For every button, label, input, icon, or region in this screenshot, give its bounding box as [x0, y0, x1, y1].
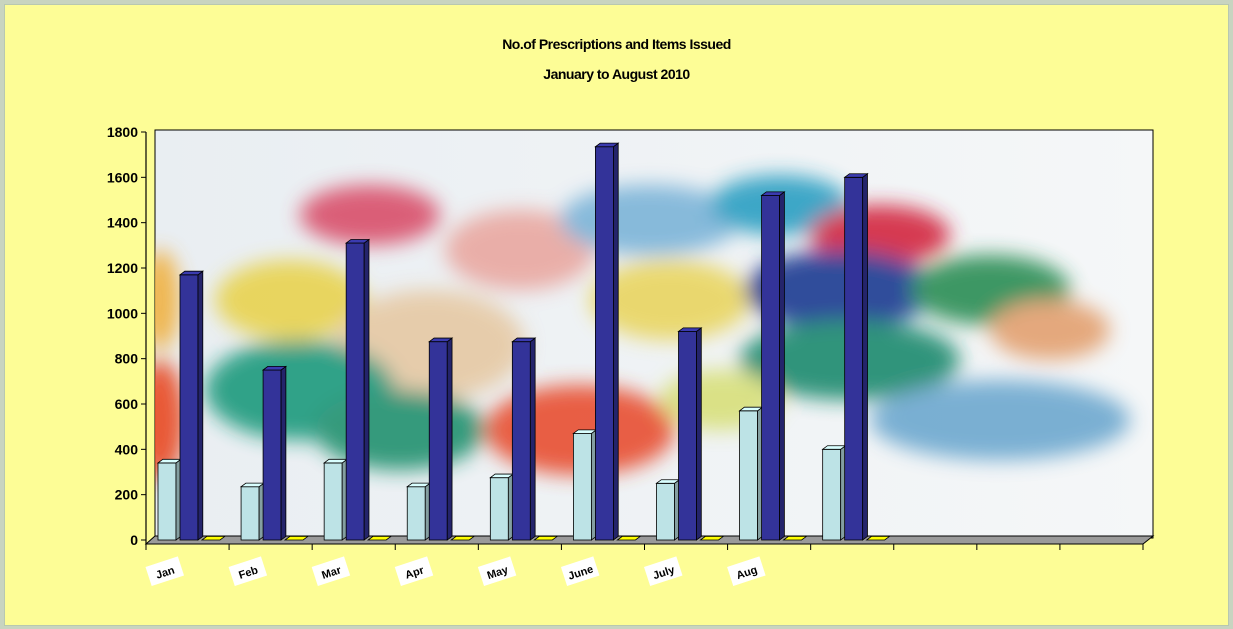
- bar: [366, 536, 393, 541]
- bar: [865, 536, 891, 541]
- bar: [322, 458, 349, 541]
- svg-text:Feb: Feb: [237, 564, 260, 582]
- x-category-label: Jan: [145, 556, 185, 586]
- bar: [738, 406, 764, 541]
- bar: [843, 172, 869, 541]
- bar: [239, 482, 266, 541]
- bar: [677, 327, 703, 541]
- y-axis-ticks: 0 200 400 600 800 1000 1200 1400 1600 1800: [107, 124, 146, 548]
- y-tick-label: 1600: [107, 169, 138, 185]
- bar: [511, 337, 537, 541]
- x-axis-ticks: [145, 544, 1144, 550]
- svg-text:Jan: Jan: [155, 564, 177, 581]
- bar: [156, 458, 183, 541]
- y-tick-label: 800: [115, 351, 139, 367]
- x-category-label: Feb: [228, 556, 268, 586]
- y-tick-label: 400: [115, 441, 139, 457]
- x-category-label: July: [644, 556, 683, 586]
- bar: [283, 536, 310, 541]
- bar: [572, 429, 598, 541]
- y-tick-label: 200: [115, 487, 139, 503]
- bar: [489, 473, 515, 541]
- x-category-label: Apr: [394, 556, 434, 586]
- bar: [699, 536, 725, 541]
- y-tick-label: 1800: [107, 124, 138, 140]
- svg-text:Mar: Mar: [320, 564, 343, 582]
- y-tick-label: 1400: [107, 215, 138, 231]
- bar: [594, 142, 620, 541]
- bar: [533, 536, 559, 541]
- bar: [344, 238, 371, 541]
- x-category-label: Mar: [311, 556, 351, 586]
- bar: [655, 478, 681, 541]
- y-tick-label: 600: [115, 396, 139, 412]
- x-category-label: June: [560, 556, 600, 586]
- svg-text:Apr: Apr: [404, 564, 426, 581]
- bar: [178, 270, 205, 541]
- bar: [200, 536, 227, 541]
- x-axis-labels: Jan Feb Mar Apr May June July Aug: [145, 556, 766, 586]
- bar: [261, 365, 288, 541]
- bar: [760, 191, 786, 541]
- y-tick-label: 1200: [107, 260, 138, 276]
- bar: [616, 536, 642, 541]
- bar: [782, 536, 808, 541]
- bar: [821, 444, 847, 541]
- bar: [428, 337, 454, 541]
- x-category-label: Aug: [727, 556, 766, 586]
- y-tick-label: 0: [130, 532, 138, 548]
- bar: [406, 482, 432, 541]
- chart-title: No.of Prescriptions and Items Issued: [502, 36, 731, 52]
- y-tick-label: 1000: [107, 305, 138, 321]
- x-category-label: May: [477, 556, 517, 586]
- chart-subtitle: January to August 2010: [543, 66, 690, 82]
- bar: [450, 536, 476, 541]
- bars: [156, 142, 891, 541]
